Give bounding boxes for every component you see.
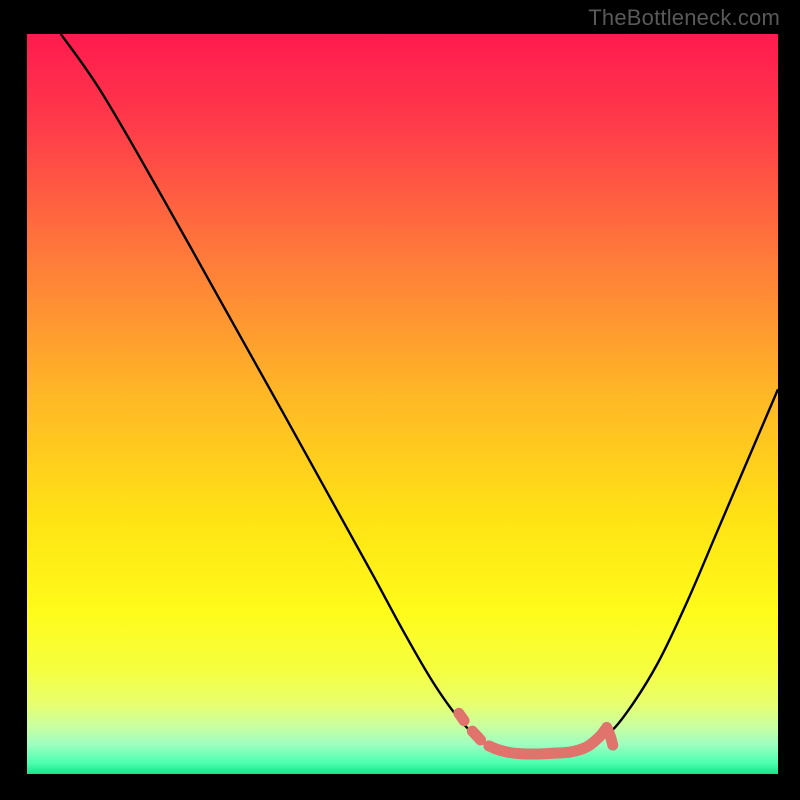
plot-area — [27, 34, 778, 774]
valley-highlight — [459, 713, 613, 754]
bottleneck-curve — [61, 34, 778, 753]
curve-layer — [27, 34, 778, 774]
watermark-text: TheBottleneck.com — [588, 5, 780, 31]
outer-frame: TheBottleneck.com — [0, 0, 800, 800]
